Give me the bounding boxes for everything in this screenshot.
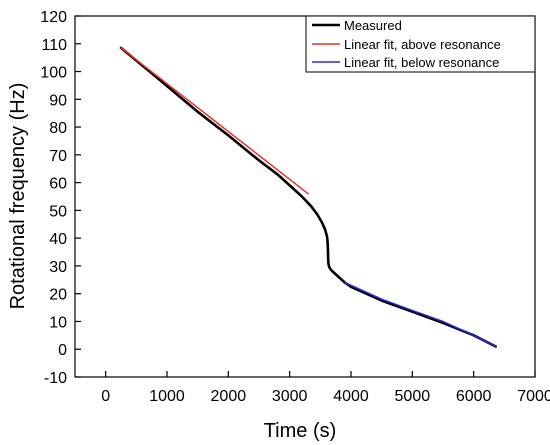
x-axis-title: Time (s): [264, 420, 337, 442]
x-tick-label: 5000: [395, 388, 431, 405]
y-tick-label: 30: [49, 259, 67, 276]
x-tick-label: 6000: [456, 388, 492, 405]
y-tick-label: 80: [49, 120, 67, 137]
y-tick-label: 40: [49, 231, 67, 248]
y-tick-label: 60: [49, 176, 67, 193]
y-axis-title: Rotational frequency (Hz): [7, 83, 29, 310]
y-tick-label: 20: [49, 287, 67, 304]
linear-fit-below-line: [344, 281, 497, 348]
y-axis-ticks: -10 0 10 20 30 40 50 60 70 80 90 100 110 120: [40, 9, 81, 387]
x-axis-ticks: 0 1000 2000 3000 4000 5000 6000 7000: [101, 371, 550, 405]
y-tick-label: 90: [49, 92, 67, 109]
x-tick-label: 2000: [211, 388, 247, 405]
y-tick-label: 0: [58, 342, 67, 359]
x-tick-label: 3000: [272, 388, 308, 405]
x-tick-label: 0: [101, 388, 110, 405]
y-tick-label: 70: [49, 148, 67, 165]
y-tick-label: 120: [40, 9, 67, 26]
y-tick-label: 110: [41, 37, 67, 54]
y-tick-label: -10: [44, 370, 67, 387]
linear-fit-above-line: [120, 47, 309, 195]
series-layer: [119, 46, 498, 348]
x-tick-label: 4000: [333, 388, 369, 405]
legend-label-linear-fit-below: Linear fit, below resonance: [344, 55, 499, 70]
y-tick-label: 50: [49, 203, 67, 220]
x-tick-label: 7000: [517, 388, 550, 405]
plot-frame: [74, 15, 536, 378]
legend-label-measured: Measured: [344, 18, 402, 33]
legend-box: [305, 15, 536, 73]
y-tick-label: 100: [40, 65, 67, 82]
legend-label-linear-fit-above: Linear fit, above resonance: [344, 37, 501, 52]
legend: Measured Linear fit, above resonance Lin…: [305, 15, 536, 73]
measured-curve: [119, 46, 498, 348]
y-tick-label: 10: [49, 314, 67, 331]
x-tick-label: 1000: [149, 388, 185, 405]
